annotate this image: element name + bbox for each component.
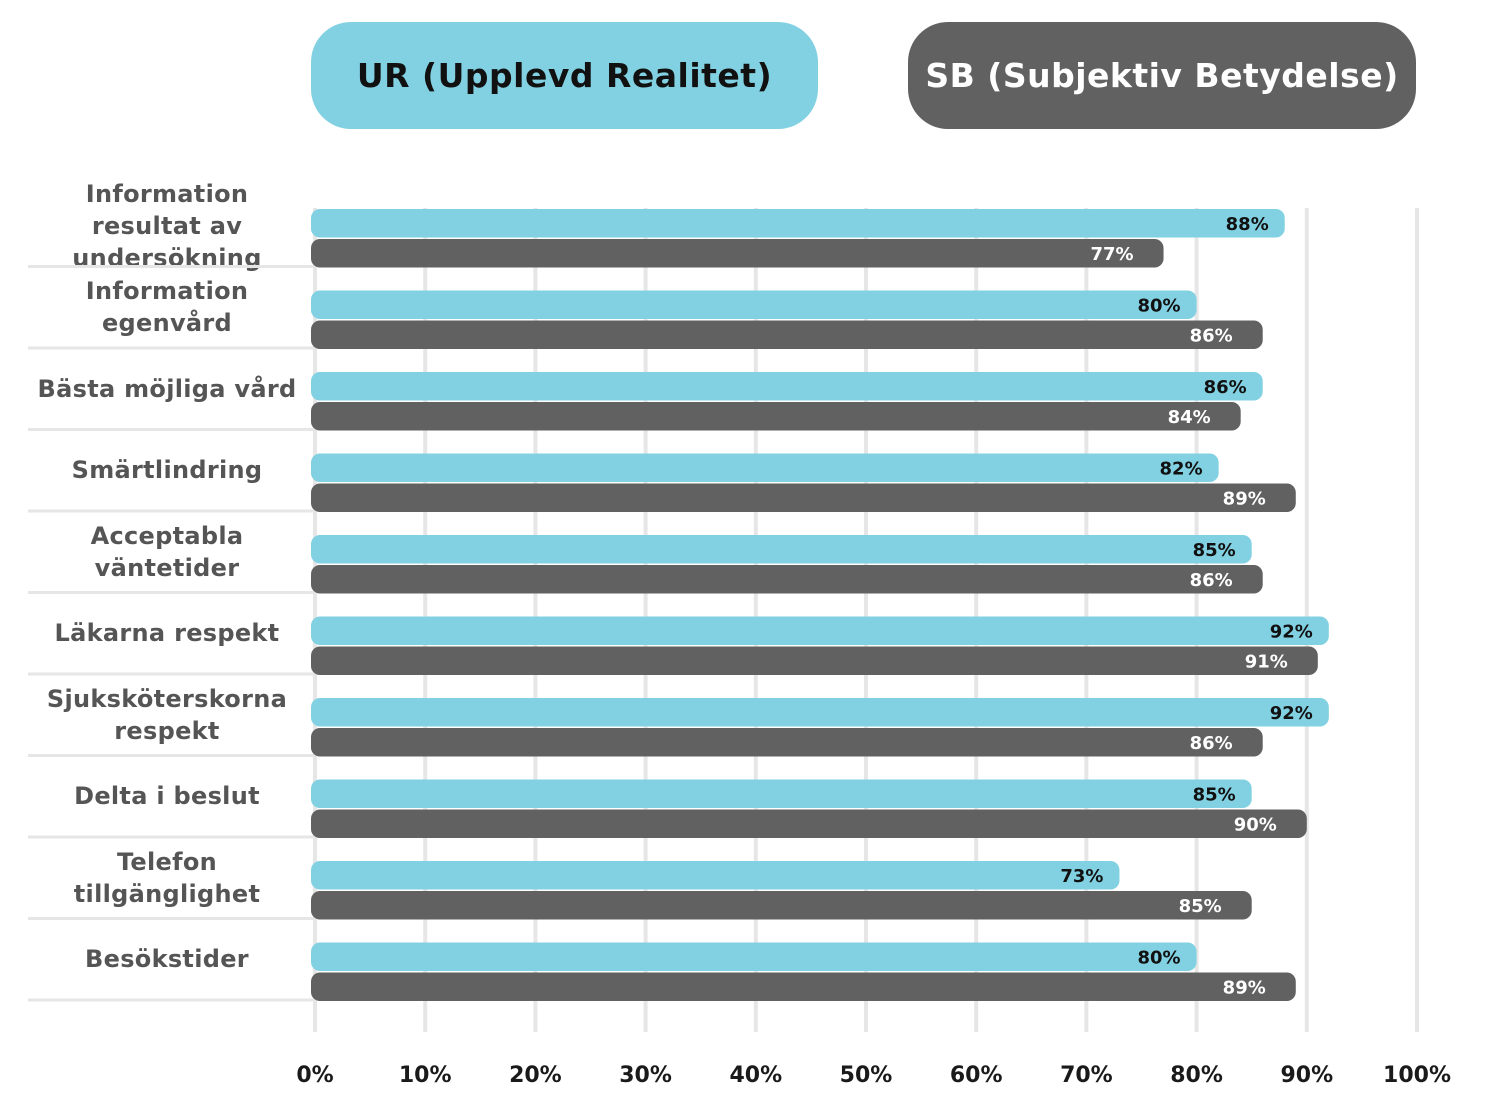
value-label-ur: 80% [1138, 948, 1181, 969]
category-label: Telefon tillgänglighet [73, 847, 261, 908]
bar-sb [311, 483, 1296, 512]
category-label: Besökstider [85, 945, 249, 974]
value-label-sb: 77% [1090, 244, 1133, 265]
x-tick-label: 40% [729, 1063, 782, 1088]
bar-sb [311, 972, 1296, 1001]
x-tick-label: 0% [296, 1063, 333, 1088]
x-tick-label: 100% [1383, 1063, 1451, 1088]
bar-ur [311, 290, 1197, 319]
category-label: Smärtlindring [71, 456, 263, 485]
bar-sb [311, 891, 1252, 920]
legend-sb-label: SB (Subjektiv Betydelse) [925, 56, 1399, 95]
bar-sb [311, 728, 1263, 757]
value-label-ur: 73% [1060, 866, 1103, 887]
bar-ur [311, 942, 1197, 971]
x-tick-label: 70% [1060, 1063, 1113, 1088]
value-label-ur: 88% [1226, 214, 1269, 235]
category-label: Bästa möjliga vård [37, 374, 297, 403]
value-label-sb: 86% [1190, 326, 1233, 347]
bar-ur [311, 616, 1329, 645]
bar-ur [311, 779, 1252, 808]
legend-ur: UR (Upplevd Realitet) [311, 22, 818, 129]
value-label-sb: 86% [1190, 570, 1233, 591]
bar-sb [311, 320, 1263, 349]
bar-sb [311, 565, 1263, 594]
value-label-ur: 92% [1270, 622, 1313, 643]
x-tick-label: 30% [619, 1063, 672, 1088]
value-label-ur: 82% [1160, 459, 1203, 480]
value-label-sb: 89% [1223, 489, 1266, 510]
value-label-ur: 86% [1204, 377, 1247, 398]
x-tick-label: 20% [509, 1063, 562, 1088]
value-label-ur: 85% [1193, 540, 1236, 561]
value-label-ur: 92% [1270, 703, 1313, 724]
bar-sb [311, 809, 1307, 838]
category-label: Information resultat av undersökning [72, 179, 262, 272]
bar-sb [311, 646, 1318, 675]
value-label-sb: 86% [1190, 733, 1233, 754]
category-label: Sjuksköterskorna respekt [46, 684, 288, 745]
value-label-sb: 91% [1245, 652, 1288, 673]
bar-ur [311, 861, 1120, 890]
bar-ur [311, 209, 1285, 238]
x-tick-label: 10% [399, 1063, 452, 1088]
value-label-sb: 85% [1179, 896, 1222, 917]
category-label: Information egenvård [85, 277, 249, 338]
x-tick-label: 60% [950, 1063, 1003, 1088]
category-label: Acceptabla väntetider [90, 521, 244, 582]
value-label-ur: 85% [1193, 785, 1236, 806]
bar-sb [311, 402, 1241, 431]
category-label: Delta i beslut [74, 782, 260, 811]
bar-ur [311, 535, 1252, 564]
value-label-sb: 90% [1234, 815, 1277, 836]
x-tick-label: 90% [1280, 1063, 1333, 1088]
value-label-sb: 89% [1223, 978, 1266, 999]
bar-sb [311, 239, 1164, 268]
x-tick-label: 80% [1170, 1063, 1223, 1088]
bar-ur [311, 698, 1329, 727]
value-label-sb: 84% [1168, 407, 1211, 428]
bar-ur [311, 372, 1263, 401]
legend-ur-label: UR (Upplevd Realitet) [356, 56, 773, 95]
legend-sb: SB (Subjektiv Betydelse) [908, 22, 1416, 129]
category-label: Läkarna respekt [54, 619, 280, 648]
bar-ur [311, 453, 1219, 482]
value-label-ur: 80% [1138, 296, 1181, 317]
x-tick-label: 50% [840, 1063, 893, 1088]
